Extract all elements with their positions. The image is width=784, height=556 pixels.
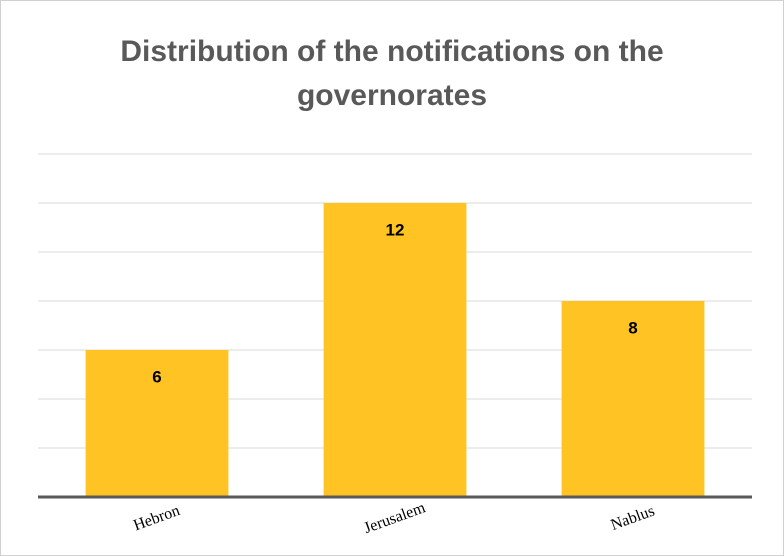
data-label: 8 bbox=[628, 318, 637, 337]
bar bbox=[561, 301, 705, 497]
chart-title: Distribution of the notifications on the… bbox=[120, 35, 664, 112]
data-label: 6 bbox=[152, 367, 161, 386]
bar bbox=[85, 350, 229, 497]
data-label: 12 bbox=[386, 220, 405, 239]
bar bbox=[323, 203, 467, 497]
